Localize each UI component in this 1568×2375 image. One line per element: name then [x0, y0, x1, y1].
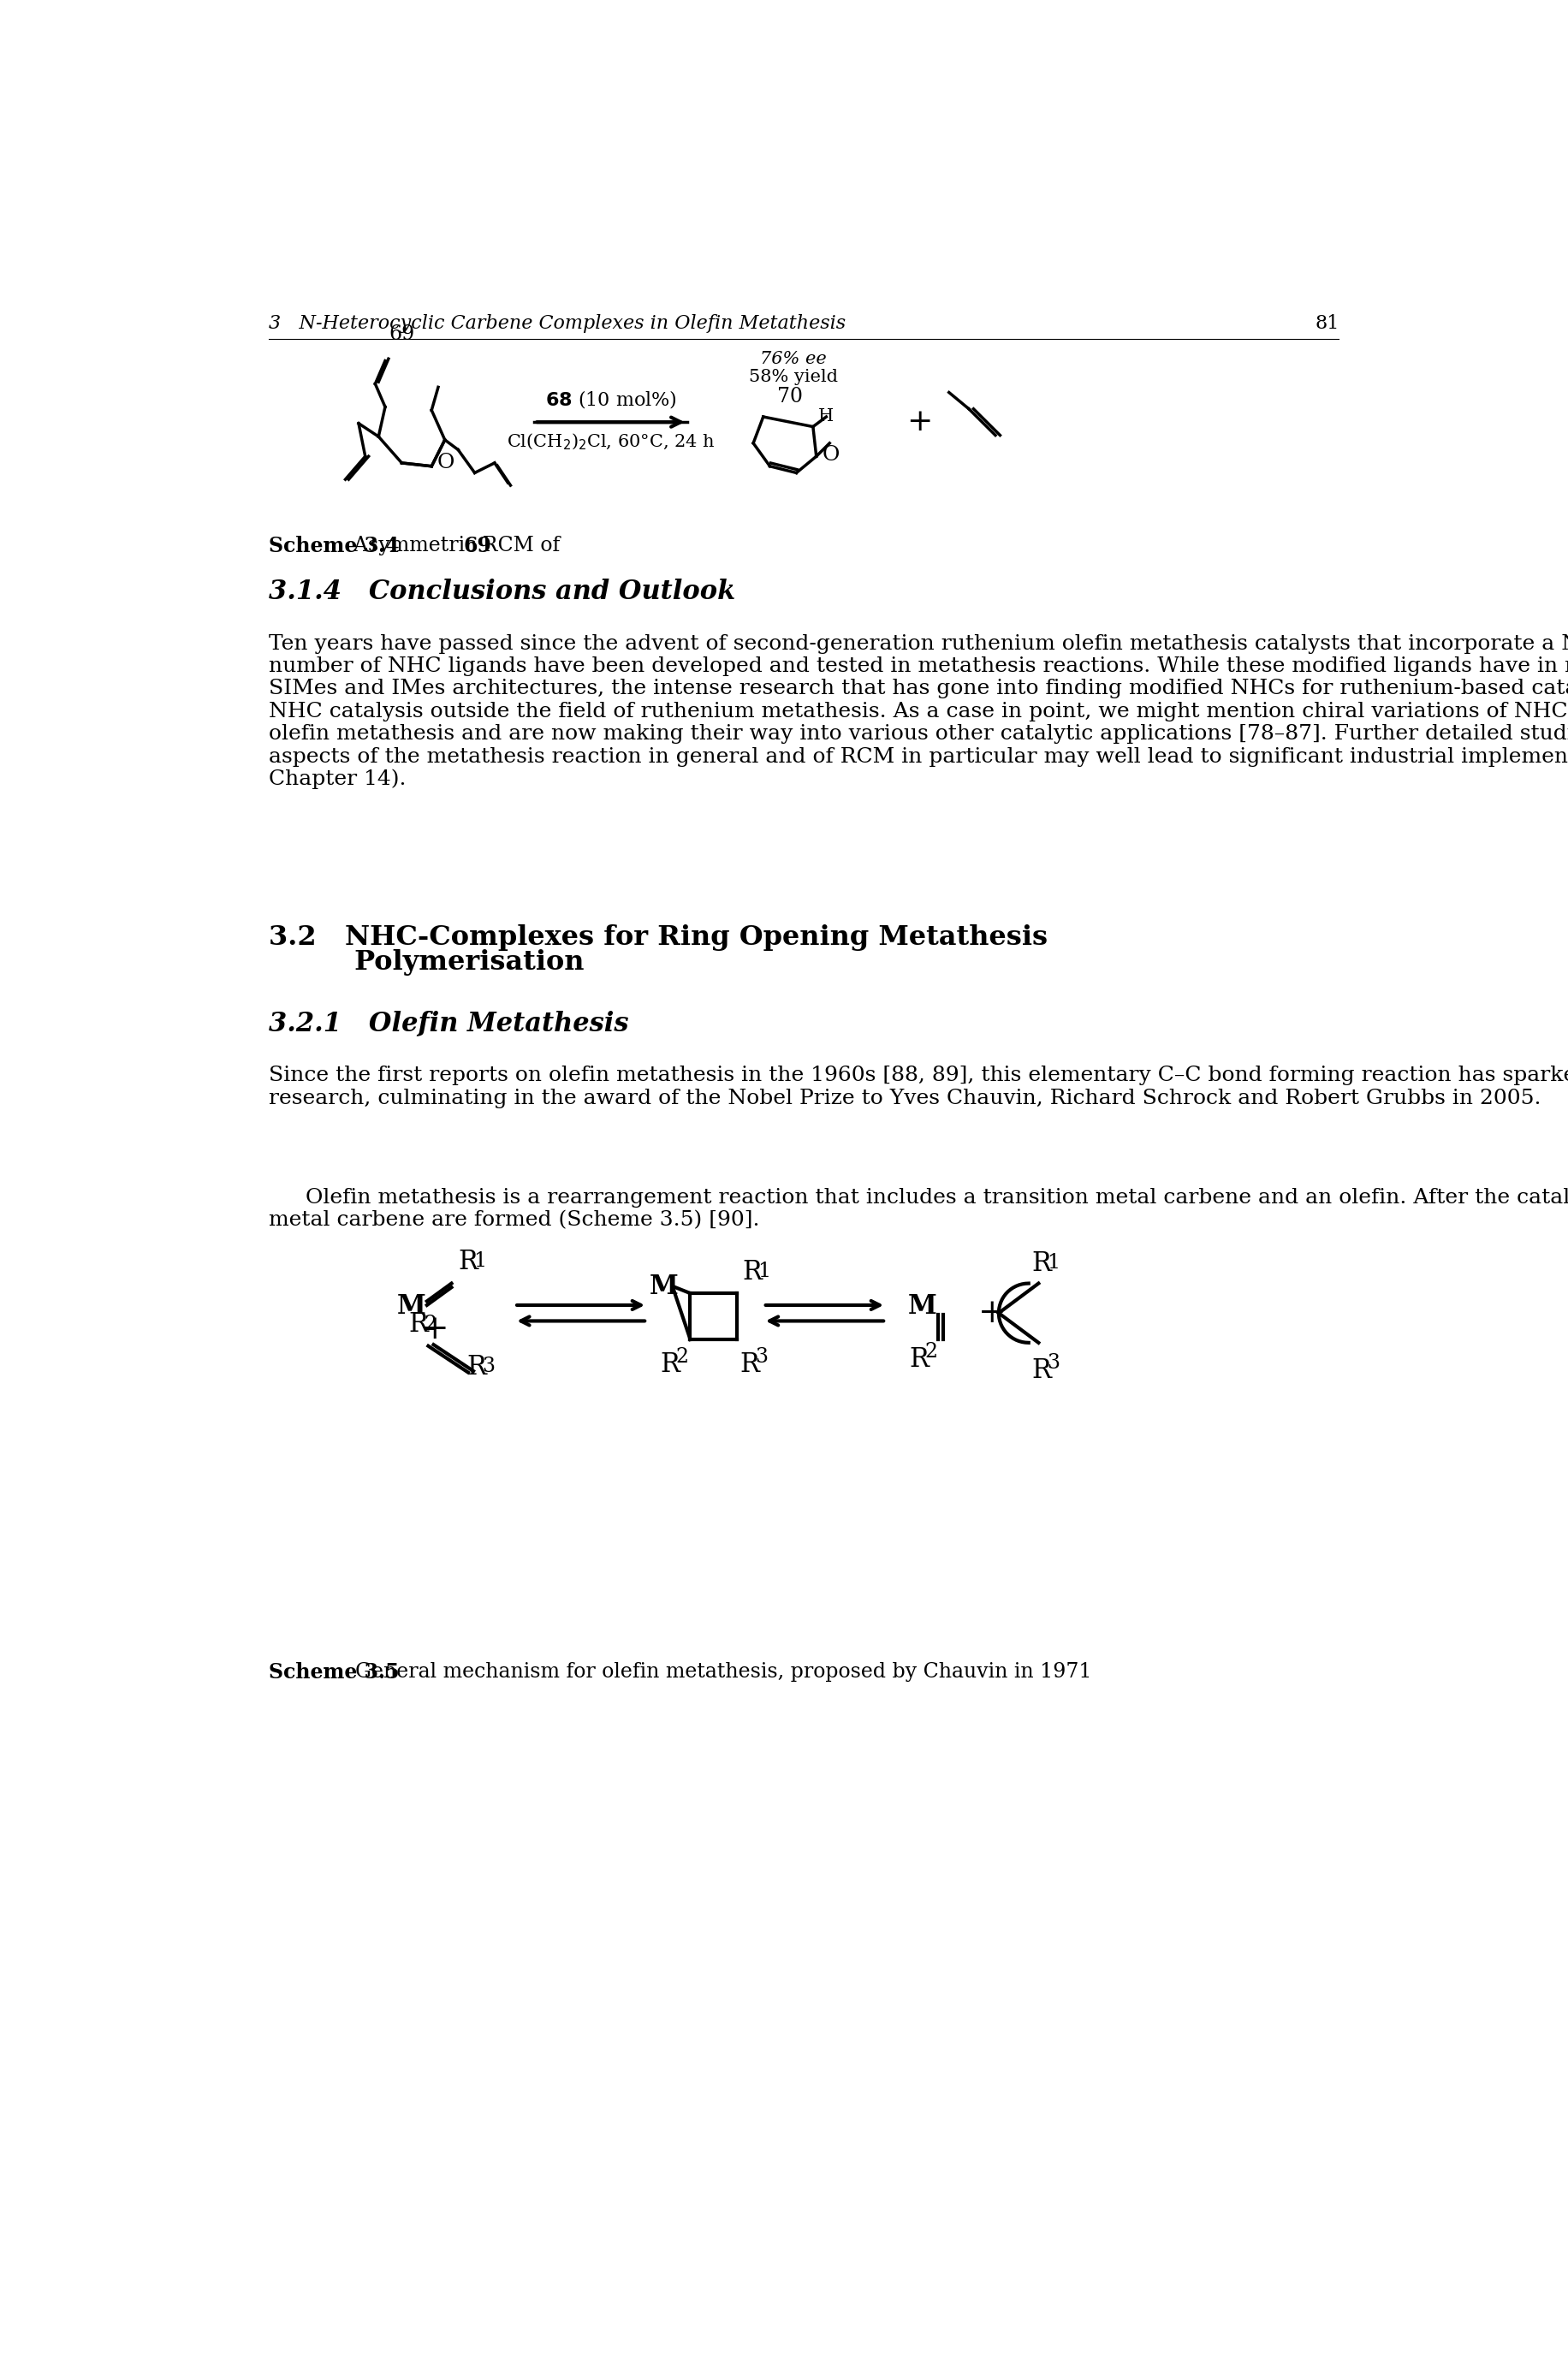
Text: Scheme 3.4: Scheme 3.4	[270, 534, 400, 556]
Text: General mechanism for olefin metathesis, proposed by Chauvin in 1971: General mechanism for olefin metathesis,…	[342, 1662, 1091, 1682]
Text: aspects of the metathesis reaction in general and of RCM in particular may well : aspects of the metathesis reaction in ge…	[270, 746, 1568, 767]
Text: 2: 2	[423, 1313, 436, 1335]
Text: Since the first reports on olefin metathesis in the 1960s [88, 89], this element: Since the first reports on olefin metath…	[270, 1066, 1568, 1085]
Text: R: R	[408, 1311, 428, 1337]
Text: 2: 2	[676, 1347, 688, 1368]
Text: 2: 2	[924, 1342, 936, 1361]
Text: Olefin metathesis is a rearrangement reaction that includes a transition metal c: Olefin metathesis is a rearrangement rea…	[306, 1188, 1568, 1206]
Text: +: +	[420, 1313, 448, 1344]
Text: NHC catalysis outside the field of ruthenium metathesis. As a case in point, we : NHC catalysis outside the field of ruthe…	[270, 701, 1568, 722]
Text: 3.1.4   Conclusions and Outlook: 3.1.4 Conclusions and Outlook	[270, 577, 735, 606]
Text: 3.2.1   Olefin Metathesis: 3.2.1 Olefin Metathesis	[270, 1009, 629, 1036]
Text: R: R	[660, 1351, 679, 1378]
Text: M: M	[649, 1273, 677, 1299]
Text: 1: 1	[1046, 1254, 1060, 1273]
Text: 76% ee: 76% ee	[759, 352, 826, 368]
Text: SIMes and IMes architectures, the intense research that has gone into finding mo: SIMes and IMes architectures, the intens…	[270, 679, 1568, 698]
Text: R: R	[742, 1259, 760, 1285]
Text: $\mathbf{68}$ (10 mol%): $\mathbf{68}$ (10 mol%)	[544, 387, 676, 411]
Text: Chapter 14).: Chapter 14).	[270, 770, 406, 789]
Text: Ten years have passed since the advent of second-generation ruthenium olefin met: Ten years have passed since the advent o…	[270, 634, 1568, 653]
Text: 69: 69	[389, 325, 414, 344]
Text: 58% yield: 58% yield	[748, 368, 837, 385]
Text: 81: 81	[1314, 314, 1338, 333]
Text: O: O	[436, 454, 455, 473]
Text: H: H	[818, 408, 833, 425]
Text: research, culminating in the award of the Nobel Prize to Yves Chauvin, Richard S: research, culminating in the award of th…	[270, 1088, 1540, 1109]
Text: M: M	[908, 1294, 936, 1321]
Text: metal carbene are formed (Scheme 3.5) [90].: metal carbene are formed (Scheme 3.5) [9…	[270, 1211, 759, 1230]
Text: 3: 3	[1046, 1354, 1060, 1373]
Text: R: R	[1032, 1356, 1051, 1385]
Text: 1: 1	[757, 1261, 770, 1282]
Text: Scheme 3.5: Scheme 3.5	[270, 1662, 400, 1684]
Text: 3.2   NHC-Complexes for Ring Opening Metathesis: 3.2 NHC-Complexes for Ring Opening Metat…	[270, 924, 1047, 950]
Text: M: M	[397, 1294, 426, 1321]
Text: 3: 3	[481, 1356, 494, 1378]
Text: number of NHC ligands have been developed and tested in metathesis reactions. Wh: number of NHC ligands have been develope…	[270, 656, 1568, 677]
Text: Cl(CH$_2$)$_2$Cl, 60°C, 24 h: Cl(CH$_2$)$_2$Cl, 60°C, 24 h	[506, 432, 715, 451]
Text: 1: 1	[474, 1252, 486, 1271]
Text: olefin metathesis and are now making their way into various other catalytic appl: olefin metathesis and are now making the…	[270, 724, 1568, 743]
Text: R: R	[909, 1347, 928, 1373]
Text: +: +	[977, 1297, 1005, 1330]
Text: R: R	[1032, 1249, 1051, 1278]
Text: 69: 69	[463, 534, 491, 556]
Text: 3: 3	[754, 1347, 768, 1368]
Text: +: +	[906, 408, 931, 437]
Text: O: O	[822, 444, 839, 466]
Text: R: R	[740, 1351, 759, 1378]
Text: 70: 70	[776, 387, 803, 406]
Text: Polymerisation: Polymerisation	[270, 950, 585, 976]
Text: 3   N-Heterocyclic Carbene Complexes in Olefin Metathesis: 3 N-Heterocyclic Carbene Complexes in Ol…	[270, 314, 845, 333]
Text: Asymmetric RCM of: Asymmetric RCM of	[340, 534, 566, 556]
Text: R: R	[467, 1354, 486, 1380]
Text: R: R	[458, 1249, 477, 1275]
